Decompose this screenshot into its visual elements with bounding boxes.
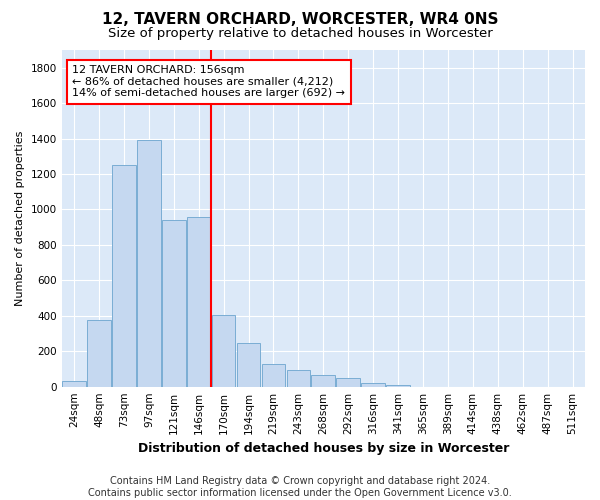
Bar xyxy=(386,385,410,386)
Bar xyxy=(137,140,161,386)
Bar xyxy=(337,378,360,386)
Text: 12, TAVERN ORCHARD, WORCESTER, WR4 0NS: 12, TAVERN ORCHARD, WORCESTER, WR4 0NS xyxy=(102,12,498,28)
Bar xyxy=(311,375,335,386)
Text: 12 TAVERN ORCHARD: 156sqm
← 86% of detached houses are smaller (4,212)
14% of se: 12 TAVERN ORCHARD: 156sqm ← 86% of detac… xyxy=(72,65,345,98)
Bar xyxy=(112,165,136,386)
Bar xyxy=(212,315,235,386)
Y-axis label: Number of detached properties: Number of detached properties xyxy=(15,130,25,306)
Bar xyxy=(361,383,385,386)
X-axis label: Distribution of detached houses by size in Worcester: Distribution of detached houses by size … xyxy=(137,442,509,455)
Bar xyxy=(187,216,211,386)
Bar xyxy=(162,220,185,386)
Bar xyxy=(287,370,310,386)
Bar xyxy=(87,320,111,386)
Bar xyxy=(262,364,286,386)
Text: Contains HM Land Registry data © Crown copyright and database right 2024.
Contai: Contains HM Land Registry data © Crown c… xyxy=(88,476,512,498)
Bar xyxy=(237,344,260,386)
Text: Size of property relative to detached houses in Worcester: Size of property relative to detached ho… xyxy=(107,28,493,40)
Bar xyxy=(62,382,86,386)
